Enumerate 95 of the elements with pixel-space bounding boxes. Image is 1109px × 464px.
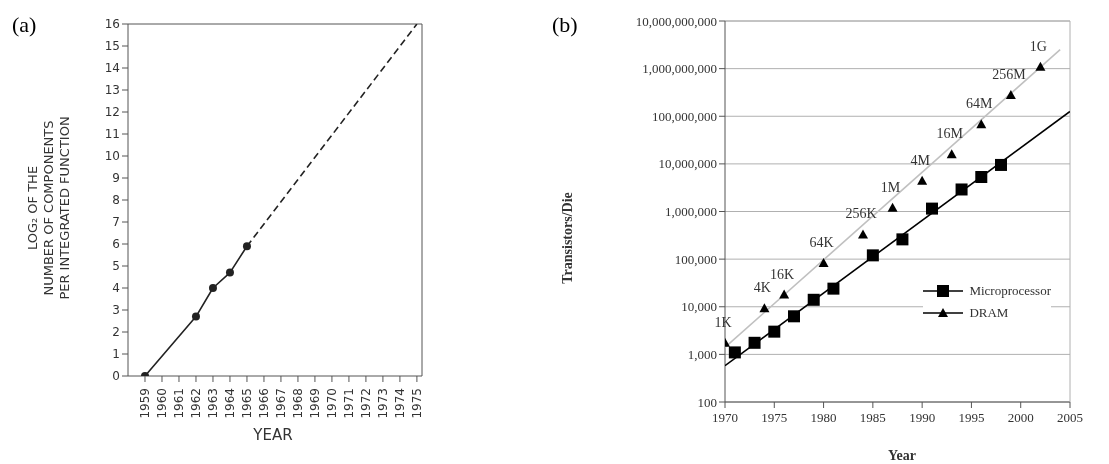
annotation: 256K — [845, 206, 877, 222]
point — [946, 149, 957, 159]
point — [748, 336, 761, 349]
point — [926, 202, 938, 215]
point — [1005, 89, 1016, 99]
point — [866, 249, 879, 262]
x-axis-title: Year — [888, 448, 916, 464]
annotation: 1G — [1029, 38, 1047, 54]
legend-label: Microprocessor — [969, 283, 1051, 299]
point — [1035, 61, 1046, 71]
x-tick-label: 2005 — [1057, 410, 1083, 425]
x-tick-label: 1960 — [154, 388, 169, 419]
y-tick-label: 1,000,000 — [665, 204, 717, 220]
y-tick-label: 10,000 — [681, 299, 717, 315]
x-tick-label: 2000 — [1007, 410, 1034, 425]
y-tick-label: 1,000 — [687, 346, 717, 362]
x-tick-label: 1985 — [859, 410, 886, 425]
x-tick-label: 1961 — [171, 388, 186, 419]
point — [995, 158, 1007, 171]
y-tick-label: 3 — [112, 303, 120, 318]
annotation: 1K — [714, 314, 732, 330]
y-tick-label: 11 — [104, 127, 120, 142]
x-tick-label: 1974 — [392, 388, 407, 419]
x-tick-label: 1980 — [810, 410, 837, 425]
point — [887, 202, 898, 212]
x-tick-label: 1967 — [273, 388, 288, 419]
point — [975, 171, 988, 184]
y-axis-title: LOG₂ OF THE NUMBER OF COMPONENTS PER INTEGRATED FUNCTION — [25, 116, 72, 300]
annotation: 16K — [770, 266, 795, 282]
x-tick-label: 1990 — [909, 410, 936, 425]
x-tick-label: 1975 — [761, 410, 788, 425]
point — [788, 310, 800, 323]
point — [917, 175, 928, 185]
point — [242, 242, 251, 251]
annotation: 64M — [966, 96, 994, 112]
annotation: 256M — [992, 66, 1027, 82]
point — [225, 268, 234, 277]
x-tick-label: 1963 — [205, 388, 220, 419]
point — [768, 325, 781, 338]
point — [807, 293, 820, 306]
x-axis-title: YEAR — [253, 426, 293, 444]
y-tick-label: 0 — [112, 369, 120, 384]
y-tick-label: 10 — [104, 149, 120, 164]
chart-title: (a) — [12, 12, 37, 38]
point — [976, 119, 987, 129]
y-tick-label: 2 — [112, 325, 120, 340]
y-tick-label: 9 — [112, 171, 120, 186]
point — [818, 257, 829, 267]
legend-label: DRAM — [969, 305, 1009, 321]
annotation: 4M — [910, 152, 931, 168]
y-tick-label: 1 — [112, 347, 120, 362]
x-tick-label: 1970 — [324, 388, 339, 419]
y-tick-label: 100 — [697, 394, 717, 410]
y-tick-label: 100,000 — [674, 251, 717, 267]
x-tick-label: 1971 — [341, 388, 356, 419]
annotation: 1M — [880, 179, 901, 195]
x-tick-label: 1972 — [358, 388, 373, 419]
x-tick-label: 1973 — [375, 388, 390, 419]
point — [208, 284, 217, 292]
y-tick-label: 6 — [112, 237, 120, 252]
y-tick-label: 16 — [104, 17, 120, 32]
y-tick-label: 8 — [112, 193, 120, 208]
x-tick-label: 1959 — [137, 388, 152, 419]
point — [827, 282, 840, 295]
y-tick-label: 4 — [112, 281, 120, 296]
y-axis-title: Transistors/Die — [560, 192, 575, 284]
y-tick-label: 14 — [104, 61, 120, 76]
y-tick-label: 15 — [104, 39, 120, 54]
x-tick-label: 1964 — [222, 388, 237, 419]
x-tick-label: 1970 — [712, 410, 738, 425]
point — [955, 183, 968, 196]
annotation: 4K — [753, 280, 771, 296]
chart-title: (b) — [552, 12, 578, 38]
annotation: 16M — [936, 126, 964, 142]
x-tick-label: 1969 — [307, 388, 322, 419]
point — [779, 289, 790, 299]
point — [896, 233, 909, 246]
y-tick-label: 12 — [104, 105, 120, 120]
x-tick-label: 1965 — [239, 388, 254, 419]
y-tick-label: 100,000,000 — [652, 108, 717, 124]
x-tick-label: 1966 — [256, 388, 271, 419]
y-tick-label: 13 — [104, 83, 120, 98]
y-tick-label: 10,000,000 — [658, 156, 717, 172]
x-tick-label: 1962 — [188, 388, 203, 419]
y-tick-label: 1,000,000,000 — [642, 61, 717, 77]
point — [728, 346, 741, 359]
x-tick-label: 1968 — [290, 388, 305, 419]
point — [191, 312, 200, 321]
y-tick-label: 7 — [112, 215, 120, 230]
x-tick-label: 1995 — [958, 410, 985, 425]
annotation: 64K — [809, 234, 834, 250]
point — [759, 303, 770, 313]
x-tick-label: 1975 — [409, 388, 424, 419]
y-tick-label: 5 — [112, 259, 120, 274]
y-tick-label: 10,000,000,000 — [635, 13, 717, 29]
